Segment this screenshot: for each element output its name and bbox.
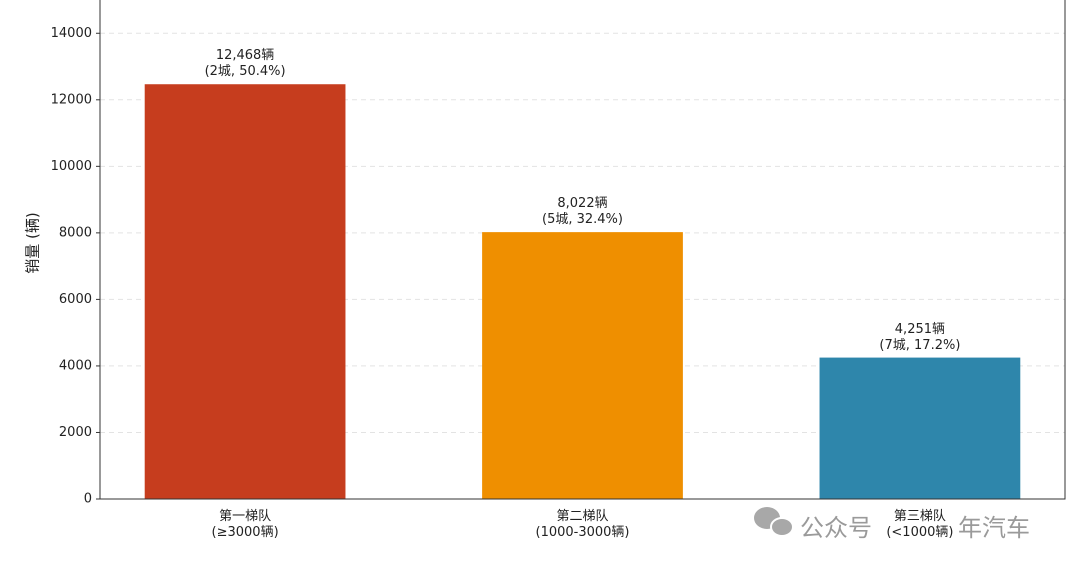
y-tick-label: 4000 xyxy=(59,358,92,373)
bar xyxy=(482,232,683,499)
y-tick-label: 10000 xyxy=(51,159,92,174)
y-tick-label: 8000 xyxy=(59,225,92,240)
watermark: 年汽车 xyxy=(958,514,1030,542)
value-label: 8,022辆 (5城, 32.4%) xyxy=(542,196,623,228)
wechat-icon xyxy=(754,507,794,537)
watermark: 公众号 xyxy=(800,514,872,542)
value-label: 12,468辆 (2城, 50.4%) xyxy=(204,48,286,80)
y-tick-label: 14000 xyxy=(51,26,92,41)
x-tick-label: 第一梯队 (≥3000辆) xyxy=(211,509,279,540)
bar xyxy=(819,357,1021,499)
x-tick-label: 第二梯队 (1000-3000辆) xyxy=(535,509,630,540)
bar xyxy=(144,84,346,499)
y-tick-label: 6000 xyxy=(59,292,92,307)
axis-frame xyxy=(99,0,1066,500)
x-tick-label: 第三梯队 (<1000辆) xyxy=(886,509,954,540)
y-axis-label: 销量 (辆) xyxy=(24,212,42,273)
y-tick-label: 0 xyxy=(84,492,92,507)
value-label: 4,251辆 (7城, 17.2%) xyxy=(879,321,961,353)
y-tick-label: 12000 xyxy=(51,92,92,107)
y-tick-label: 2000 xyxy=(59,425,92,440)
